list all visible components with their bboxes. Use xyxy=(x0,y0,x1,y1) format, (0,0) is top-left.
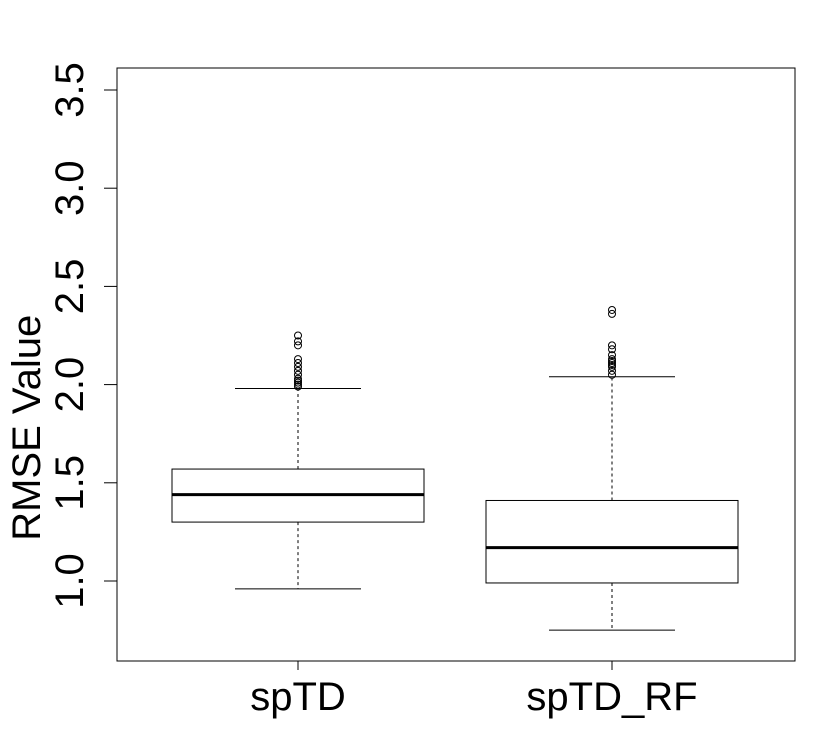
box-2 xyxy=(485,305,739,631)
y-tick-label: 2.0 xyxy=(48,357,92,413)
y-tick-label: 1.0 xyxy=(48,553,92,609)
outlier-point xyxy=(608,358,616,367)
outlier-point xyxy=(294,370,302,379)
y-axis-title: RMSE Value xyxy=(5,315,49,541)
x-axis: spTD spTD_RF xyxy=(250,661,698,719)
outlier-point xyxy=(608,345,616,354)
outlier-point xyxy=(294,341,302,350)
outlier-point xyxy=(608,341,616,350)
outlier-point xyxy=(294,382,302,391)
outlier-point xyxy=(608,362,616,371)
y-tick-label: 3.5 xyxy=(48,62,92,118)
outlier-point xyxy=(294,374,302,383)
outlier-point xyxy=(608,351,616,360)
outlier-point xyxy=(294,331,302,340)
outlier-point xyxy=(294,362,302,371)
outlier-point xyxy=(608,355,616,364)
outlier-point xyxy=(294,337,302,346)
outlier-point xyxy=(608,366,616,375)
x-category-label: spTD_RF xyxy=(526,675,697,719)
outlier-point xyxy=(294,378,302,387)
outlier-point xyxy=(294,366,302,375)
outlier-point xyxy=(294,355,302,364)
outlier-point xyxy=(294,358,302,367)
y-tick-label: 2.5 xyxy=(48,259,92,315)
y-tick-label: 1.5 xyxy=(48,455,92,511)
y-tick-label: 3.0 xyxy=(48,160,92,216)
outlier-point xyxy=(294,376,302,385)
boxes xyxy=(171,305,739,631)
y-axis: 1.0 1.5 2.0 2.5 3.0 3.5 xyxy=(48,62,118,609)
outlier-point xyxy=(608,360,616,369)
outlier-point xyxy=(608,305,616,314)
outlier-point xyxy=(608,309,616,318)
outlier-point xyxy=(608,357,616,366)
outlier-point xyxy=(294,380,302,389)
box-1 xyxy=(171,331,425,590)
x-category-label: spTD xyxy=(250,675,346,719)
outlier-point xyxy=(608,370,616,379)
iqr-box xyxy=(485,499,739,584)
